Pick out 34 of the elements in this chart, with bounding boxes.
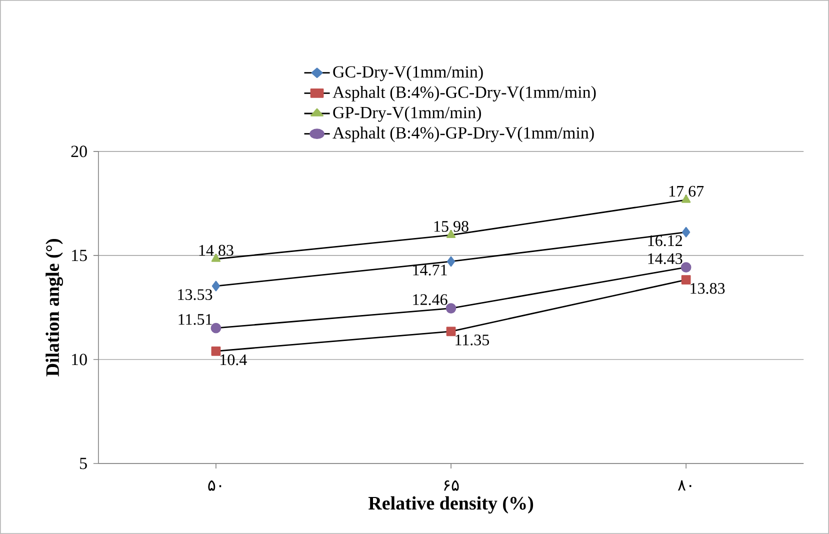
data-label: 10.4 <box>220 354 247 366</box>
data-label: 15.98 <box>434 221 468 232</box>
x-tick-label: ۸۰ <box>678 480 692 491</box>
y-axis-title: Dilation angle (°) <box>46 239 64 376</box>
y-tick-label: 20 <box>71 146 87 158</box>
point <box>211 346 221 356</box>
point <box>210 322 222 334</box>
point <box>212 280 220 292</box>
data-label: 13.83 <box>690 283 725 294</box>
point <box>680 262 692 273</box>
data-label: 12.46 <box>413 294 448 306</box>
data-label: 11.51 <box>178 314 212 325</box>
legend-label: Asphalt (B:4%)-GC-Dry-V(1mm/min) <box>332 86 596 102</box>
legend-label: GP-Dry-V(1mm/min) <box>333 106 481 122</box>
point <box>682 227 690 238</box>
point <box>446 256 456 267</box>
x-tick-label: ۵۰ <box>208 480 222 491</box>
y-tick-label: 10 <box>72 354 87 366</box>
point <box>681 275 691 285</box>
data-label: 16.12 <box>648 235 682 246</box>
point <box>446 303 456 314</box>
data-label: 17.67 <box>669 186 704 197</box>
y-tick-label: 5 <box>80 458 87 470</box>
legend-label: Asphalt (B:4%)-GP-Dry-V(1mm/min) <box>332 126 594 142</box>
data-label: 13.53 <box>178 289 212 300</box>
legend-label: GC-Dry-V(1mm/min) <box>333 66 483 82</box>
data-label: 14.43 <box>648 253 682 264</box>
data-label: 14.83 <box>199 244 234 256</box>
y-tick-label: 15 <box>72 250 87 262</box>
x-tick-label: ۶۵ <box>444 480 459 491</box>
x-axis-title: Relative density (%) <box>368 496 534 514</box>
data-label: 11.35 <box>456 334 490 346</box>
point <box>446 326 456 336</box>
data-label: 14.71 <box>413 264 447 276</box>
